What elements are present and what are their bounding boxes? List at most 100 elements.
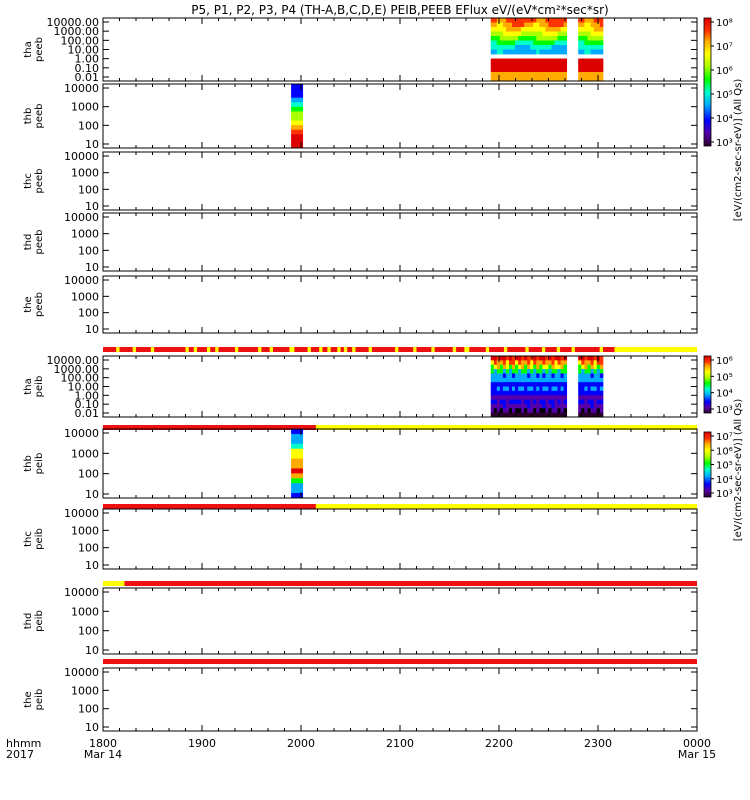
spectrogram-cell-5-1-5-8 [593,390,598,396]
spectrogram-cell-0-0-19-5 [548,40,552,46]
spectrogram-cell-0-1-3-2 [587,27,591,32]
spectrogram-cell-5-0-5-5 [505,377,510,383]
y-tick-label-5-0: 10000.00 [47,354,100,367]
spectrogram-cell-0-0-14-6 [533,45,537,50]
spectrogram-cell-0-0-11-10 [524,63,528,68]
spectrogram-cell-0-0-13-9 [530,58,534,64]
y-tick-label-9-2: 100 [78,703,99,716]
spectrogram-cell-0-0-16-5 [539,40,543,46]
spectrogram-cell-5-0-5-8 [505,390,510,396]
spectrogram-cell-5-0-16-7 [539,386,543,392]
spectrogram-cell-0-1-1-1 [581,22,585,28]
spectrogram-cell-0-0-20-3 [551,31,555,37]
spectrogram-cell-0-0-11-5 [524,40,528,46]
spectrogram-cell-0-0-1-11 [493,67,498,73]
spectrogram-cell-0-0-18-1 [545,22,549,28]
spectrogram-cell-5-0-0-2 [490,364,495,370]
spectrogram-cell-0-0-17-7 [542,49,546,55]
time-tick-label-4: 2200 [485,737,513,750]
spectrogram-cell-0-0-7-1 [512,22,516,28]
colorbar-tick-label-0-1: 10⁷ [716,42,733,53]
spectrogram-cell-5-0-8-12 [515,408,519,414]
spectrogram-cell-5-1-2-9 [584,395,588,400]
spectrogram-cell-0-1-0-11 [578,67,582,73]
spectrogram-cell-5-0-14-13 [533,412,537,418]
spectrogram-cell-5-0-17-6 [542,382,546,387]
spectrogram-cell-5-0-6-3 [508,369,513,374]
flag-bar-5-red-26 [528,347,542,352]
spectrogram-cell-0-1-0-2 [578,27,582,32]
y-tick-label-2-1: 1000 [71,167,99,180]
spectrogram-cell-5-0-18-2 [545,364,549,370]
spectrogram-cell-5-1-4-9 [590,395,595,400]
spectrogram-cell-0-0-22-4 [557,36,561,41]
spectrogram-cell-5-1-7-5 [599,377,604,383]
spectrogram-cell-5-0-6-2 [508,364,513,370]
spectrogram-cell-0-0-23-11 [560,67,565,73]
spectrogram-cell-5-0-11-8 [524,390,528,396]
spectrogram-cell-5-0-24-7 [563,386,568,392]
spectrogram-cell-5-0-14-6 [533,382,537,387]
spectrogram-cell-5-0-16-10 [539,399,543,405]
spectrogram-cell-5-0-16-5 [539,377,543,383]
spectrogram-cell-5-0-6-10 [508,399,513,405]
spectrogram-cell-5-1-4-1 [590,360,595,366]
spectrogram-cell-5-0-12-1 [527,360,531,366]
spectrogram-cell-5-0-14-2 [533,364,537,370]
spectrogram-cell-5-0-19-3 [548,369,552,374]
time-tick-label-5: 2300 [584,737,612,750]
spectrogram-cell-5-0-0-0 [490,356,495,361]
spectrogram-cell-5-1-7-10 [599,399,604,405]
panel-frame-2 [102,151,698,211]
spectrogram-cell-6-0-2-11 [296,483,301,489]
spectrogram-cell-0-0-1-3 [493,31,498,37]
y-tick-label-0-0: 10000.00 [47,16,100,29]
spectrogram-cell-5-0-9-6 [518,382,522,387]
spectrogram-cell-5-1-2-11 [584,403,588,409]
spectrogram-cell-0-0-17-1 [542,22,546,28]
spectrogram-cell-5-0-14-3 [533,369,537,374]
time-tick-label-2: 2000 [287,737,315,750]
y-axis-title-4: the peeb [23,292,45,317]
y-tick-label-1-0: 10000 [64,82,99,95]
spectrogram-cell-0-0-19-6 [548,45,552,50]
spectrogram-cell-5-0-12-0 [527,356,531,361]
spectrogram-cell-5-0-1-13 [493,412,498,418]
spectrogram-cell-0-1-1-7 [581,49,585,55]
spectrogram-cell-0-0-7-13 [512,76,516,82]
spectrogram-cell-5-0-9-2 [518,364,522,370]
flag-bar-5-red-9 [261,347,270,352]
spectrogram-cell-0-0-23-3 [560,31,565,37]
spectrogram-cell-0-0-3-11 [499,67,504,73]
spectrogram-cell-0-0-16-6 [539,45,543,50]
spectrogram-cell-0-0-8-9 [515,58,519,64]
spectrogram-cell-5-0-17-13 [542,412,546,418]
spectrogram-cell-5-0-20-2 [551,364,555,370]
spectrogram-cell-0-0-7-5 [512,40,516,46]
spectrogram-cell-1-0-1-7 [293,116,298,121]
spectrogram-cell-0-0-11-9 [524,58,528,64]
spectrogram-cell-0-1-1-12 [581,72,585,77]
spectrogram-cell-5-1-7-6 [599,382,604,387]
spectrogram-cell-0-0-10-0 [521,18,525,23]
spectrogram-cell-0-0-3-5 [499,40,504,46]
spectrogram-cell-5-0-8-11 [515,403,519,409]
spectrogram-cell-5-0-7-9 [512,395,516,400]
spectrogram-cell-5-0-21-8 [554,390,558,396]
spectrogram-cell-5-0-12-5 [527,377,531,383]
spectrogram-cell-5-0-16-2 [539,364,543,370]
y-tick-label-4-0: 10000 [64,274,99,287]
spectrogram-cell-5-1-6-5 [596,377,601,383]
y-axis-product-2: peeb [34,169,45,194]
spectrogram-cell-0-1-7-11 [599,67,604,73]
spectrogram-cell-0-0-21-4 [554,36,558,41]
spectrogram-cell-0-1-3-6 [587,45,591,50]
spectrogram-cell-5-0-19-10 [548,399,552,405]
spectrogram-cell-6-0-1-5 [293,453,298,459]
spectrogram-cell-5-1-7-2 [599,364,604,370]
spectrogram-cell-0-0-0-12 [490,72,495,77]
spectrogram-cell-5-0-12-7 [527,386,531,392]
spectrogram-cell-0-1-3-7 [587,49,591,55]
spectrogram-cell-5-1-3-9 [587,395,591,400]
spectrogram-cell-0-0-8-11 [515,67,519,73]
